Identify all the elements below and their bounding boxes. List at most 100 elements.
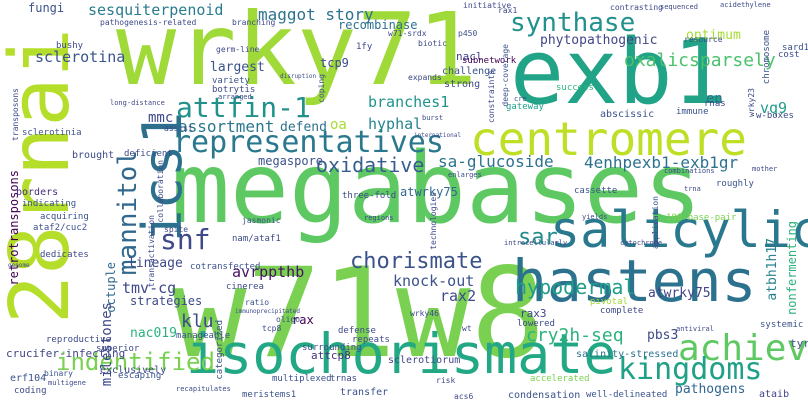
word-immune: immune xyxy=(676,107,709,117)
word-biotic: biotic xyxy=(418,39,447,48)
word-success: success xyxy=(556,83,594,93)
word-intracellularly: intracellularly xyxy=(504,239,568,247)
word-expands: expands xyxy=(408,73,442,82)
word-ratio: ratio xyxy=(245,298,270,307)
word-mother: mother xyxy=(752,165,778,173)
word-manageable: manageable xyxy=(176,331,231,341)
word-fungi: fungi xyxy=(28,1,65,15)
word-dedicates: dedicates xyxy=(40,250,89,260)
word-disruption: disruption xyxy=(280,73,317,80)
word-rax: rax xyxy=(292,313,314,327)
word-spite: spite xyxy=(164,225,189,234)
word-deficient: deficient xyxy=(124,149,173,159)
word-oligo: oligo xyxy=(276,315,301,324)
word-chorismate: chorismate xyxy=(350,249,483,274)
word-sa-glucoside: sa-glucoside xyxy=(438,152,554,171)
word-w-boxes: w-boxes xyxy=(756,111,794,121)
word-phytopathogenic: phytopathogenic xyxy=(540,33,658,48)
word-sclerotina: sclerotina xyxy=(35,48,126,66)
word-long-distance: long-distance xyxy=(110,99,165,107)
word-recapitulates: recapitulates xyxy=(176,385,231,393)
word-atwrky75-a: atwrky75 xyxy=(648,286,711,301)
word-knock-out: knock-out xyxy=(393,272,475,290)
word-4enhpexb1-exb1gr: 4enhpexb1-exb1gr xyxy=(584,153,739,172)
word-isochorismate: isochorismate xyxy=(186,322,617,386)
word-well-delineated: well-delineated xyxy=(586,390,668,400)
word-reproductive: reproductive xyxy=(46,335,112,345)
word-nacl: nacl xyxy=(456,50,483,63)
word-lowered: lowered xyxy=(517,319,555,329)
word-strong: strong xyxy=(444,79,481,90)
word-cassette: cassette xyxy=(574,186,618,196)
word-genome: genome xyxy=(8,262,30,269)
word-cytochrome: cytochrome xyxy=(620,239,663,247)
word-acquiring: acquiring xyxy=(40,212,89,222)
word-accelerated: accelerated xyxy=(530,374,590,384)
word-optimum: optimum xyxy=(686,28,741,43)
word-regions: regions xyxy=(364,214,394,222)
word-cinerea: cinerea xyxy=(226,282,264,292)
word-multigene: multigene xyxy=(48,379,86,387)
word-exb1: exb1 xyxy=(510,20,727,125)
word-burst: burst xyxy=(422,114,444,122)
word-abscissic: abscissic xyxy=(600,109,655,120)
word-nac019: nac019 xyxy=(130,326,177,341)
word-klu: klu xyxy=(181,311,214,332)
word-sard1: sard1 xyxy=(782,43,808,53)
word-nam-ataf1: nam/ataf1 xyxy=(232,234,281,244)
word-assist: assist xyxy=(164,124,193,133)
word-indicating: indicating xyxy=(22,199,77,209)
word-w71w8: w71w8 xyxy=(172,242,546,386)
word-three-fold: three-fold xyxy=(342,191,397,201)
word-pathogenesis-related: pathogenesis-related xyxy=(100,18,197,27)
word-attfin-1: attfin-1 xyxy=(176,91,311,124)
word-assortment: assortment xyxy=(178,117,275,136)
word-attcp8: attcp8 xyxy=(311,349,351,362)
word-constraints: constraints xyxy=(487,70,496,123)
word-oxidative: oxidative xyxy=(316,153,425,177)
word-systemic: systemic xyxy=(760,320,804,330)
word-gateway: gateway xyxy=(506,102,544,112)
word-immunoprecipitated: immunoprecipitated xyxy=(235,308,301,315)
word-defend: defend xyxy=(280,120,327,135)
word-representatives: representatives xyxy=(173,125,444,160)
word-multiplexed: multiplexed xyxy=(272,374,332,384)
word-oa: oa xyxy=(330,117,347,133)
word-maggot-story: maggot story xyxy=(258,5,374,24)
word-cost: cost xyxy=(778,50,800,60)
word-p450: p450 xyxy=(458,29,478,38)
word-oxalicsparsely: oxalicsparsely xyxy=(624,50,776,71)
word-binary: binary xyxy=(44,369,73,378)
word-tcp9: tcp9 xyxy=(320,56,349,70)
word-erf104: erf104 xyxy=(10,373,47,384)
word-acidethylene: acidethylene xyxy=(720,1,771,9)
word-superior: superior xyxy=(96,344,140,354)
word-hyphal: hyphal xyxy=(368,115,423,133)
word-arranged: arranged xyxy=(218,93,252,101)
word-cry2h-seq: cry2h-seq xyxy=(526,325,624,346)
word-rax1: rax1 xyxy=(498,6,518,15)
word-subnetwork: subnetwork xyxy=(462,56,517,66)
word-pathogens: pathogens xyxy=(675,382,746,397)
word-challenge: challenge xyxy=(442,66,497,77)
word-acs6: acs6 xyxy=(454,392,474,401)
word-1fy: 1fy xyxy=(356,42,373,52)
word-exclusively: exclusively xyxy=(100,365,167,376)
word-variety: variety xyxy=(212,76,250,86)
word-resource: resource xyxy=(684,35,723,44)
word-megabases: megabases xyxy=(171,132,703,246)
word-sequenced: sequenced xyxy=(660,3,698,11)
word-technologies: technologies xyxy=(429,192,438,250)
word-contrasting: contrasting xyxy=(610,3,663,12)
word-tcp8: tcp8 xyxy=(262,324,282,333)
word-cotransfected: cotransfected xyxy=(190,262,261,272)
word-mmc: mmc xyxy=(148,110,174,126)
word-complete: complete xyxy=(600,306,644,316)
word-deep-coverage: deep-coverage xyxy=(501,44,510,107)
word-transposons: transposons xyxy=(11,88,20,141)
word-trna: trna xyxy=(684,185,701,193)
word-international: international xyxy=(414,132,461,139)
word-strategies: strategies xyxy=(130,294,203,308)
word-roughly: roughly xyxy=(716,179,754,189)
word-coping: coping xyxy=(317,74,326,103)
